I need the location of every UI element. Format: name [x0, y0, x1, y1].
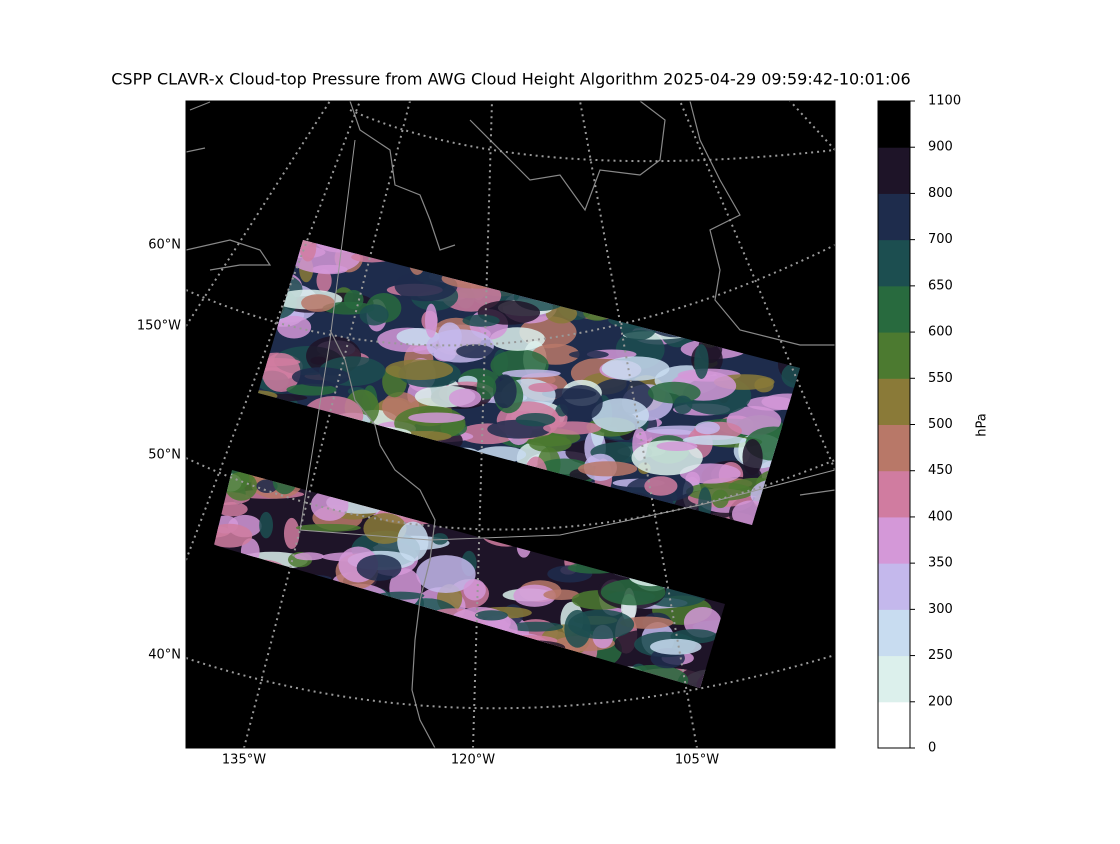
colorbar-tick-label: 600 [928, 325, 953, 340]
colorbar-tick-label: 700 [928, 232, 953, 247]
coastlines [186, 101, 835, 748]
cloud-patch [644, 476, 678, 496]
colorbar-segment [878, 516, 910, 564]
cloud-patch [431, 533, 449, 545]
colorbar-tick-label: 350 [928, 556, 953, 571]
lat-label: 60°N [148, 238, 181, 253]
colorbar-tick-label: 650 [928, 278, 953, 293]
cloud-patch [259, 511, 273, 539]
cloud-patch [515, 413, 556, 427]
cloud-patch [650, 638, 702, 655]
cloud-patch [742, 438, 763, 476]
colorbar-segment [878, 563, 910, 610]
cloud-patch [408, 412, 465, 423]
cloud-patch [463, 579, 486, 601]
cloud-patch [256, 479, 278, 493]
colorbar-segment [878, 424, 910, 472]
colorbar-segment [878, 285, 910, 333]
cloud-patch [493, 374, 517, 409]
colorbar-segment [878, 655, 910, 703]
cloud-patch [475, 610, 508, 621]
colorbar-segment [878, 147, 910, 194]
cloud-patch [543, 421, 602, 435]
cloud-patch [416, 555, 476, 594]
cloud-patch [286, 383, 337, 396]
lat-label: 50°N [148, 448, 181, 463]
cloud-patch [568, 350, 609, 359]
cloud-patch [385, 359, 454, 381]
cloud-patch [543, 589, 580, 601]
colorbar-tick-label: 1100 [928, 94, 961, 109]
lon-label: 135°W [222, 753, 266, 768]
colorbar-segment [878, 101, 910, 148]
lon-label: 150°W [137, 319, 181, 334]
colorbar-tick-label: 450 [928, 463, 953, 478]
map-frame [185, 100, 836, 749]
colorbar-tick-label: 500 [928, 417, 953, 432]
colorbar-tick-label: 200 [928, 694, 953, 709]
cloud-patch [508, 621, 564, 632]
cloud-patch [601, 356, 670, 381]
cloud-patch [673, 395, 693, 415]
cloud-patch [359, 304, 389, 326]
cloud-patch [214, 523, 253, 548]
colorbar-segment [878, 378, 910, 425]
colorbar-segment [878, 239, 910, 287]
lat-label: 40°N [148, 648, 181, 663]
cloud-patch [448, 388, 482, 408]
colorbar-segment [878, 193, 910, 241]
lon-label: 105°W [675, 753, 719, 768]
colorbar-segment [878, 609, 910, 657]
cloud-patch [647, 381, 701, 404]
cloud-patch [528, 382, 558, 393]
cloud-patch [656, 441, 698, 451]
colorbar-label: hPa [975, 413, 990, 436]
cloud-patch [682, 435, 747, 446]
title: CSPP CLAVR-x Cloud-top Pressure from AWG… [111, 70, 910, 89]
cloud-patch [476, 375, 497, 400]
cloud-patch [294, 552, 324, 561]
cloud-patch [591, 398, 650, 433]
cloud-patch [694, 344, 709, 380]
colorbar-segment [878, 332, 910, 379]
colorbar-tick-label: 0 [928, 741, 936, 756]
cloud-patch [456, 344, 494, 359]
colorbar-tick-label: 550 [928, 371, 953, 386]
cloud-patch [578, 461, 638, 477]
cloud-patch [502, 369, 561, 378]
colorbar-tick-label: 250 [928, 648, 953, 663]
cloud-patch [513, 584, 556, 607]
colorbar-tick-label: 900 [928, 140, 953, 155]
cloud-patch [462, 314, 500, 327]
cloud-patch [291, 367, 351, 387]
colorbar-tick-label: 400 [928, 509, 953, 524]
colorbar: 0 200 250 300 350 400 450 500 550 600 650 700 800 900… [877, 94, 961, 756]
cloud-patch [295, 523, 361, 532]
cloud-patch [299, 240, 317, 262]
cloud-patch [559, 385, 603, 421]
cloud-patch [529, 435, 572, 453]
colorbar-tick-label: 800 [928, 186, 953, 201]
cloud-patch [397, 521, 429, 562]
cloud-patch [695, 421, 720, 435]
colorbar-segment [878, 701, 910, 749]
cloud-patch [217, 501, 248, 517]
lon-label: 120°W [451, 753, 495, 768]
cloud-patch [301, 294, 335, 312]
cloud-patch [356, 554, 402, 581]
cloud-patch [316, 269, 332, 293]
cloud-patch [564, 609, 591, 648]
cloud-patch [424, 303, 438, 338]
graticule [186, 101, 835, 748]
cloud-patch [224, 471, 258, 501]
cloud-patch [283, 517, 300, 550]
colorbar-segment [878, 470, 910, 518]
colorbar-tick-label: 300 [928, 602, 953, 617]
